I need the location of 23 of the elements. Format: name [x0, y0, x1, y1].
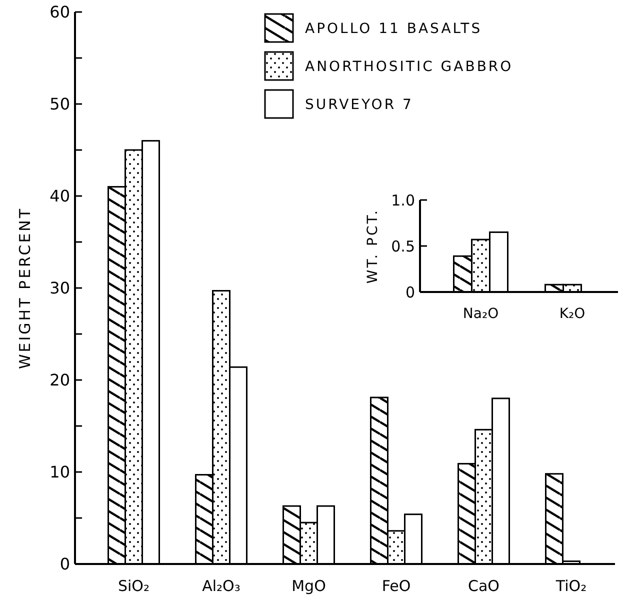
legend-label: APOLLO 11 BASALTS: [305, 20, 482, 37]
y-tick-label: 60: [50, 2, 70, 22]
legend-label: SURVEYOR 7: [305, 96, 414, 113]
y-axis-title: WT. PCT.: [365, 208, 381, 284]
x-tick-label: Al₂O₃: [202, 577, 240, 595]
x-tick-label: CaO: [468, 577, 500, 595]
y-tick-label: 0: [405, 283, 415, 302]
y-tick-label: 20: [50, 370, 70, 390]
x-tick-label: K₂O: [559, 306, 586, 322]
x-tick-label: Na₂O: [462, 306, 499, 322]
x-tick-label: FeO: [382, 577, 411, 595]
y-tick-label: 30: [50, 278, 70, 298]
y-tick-label: 1.0: [391, 191, 415, 210]
x-tick-label: SiO₂: [118, 577, 150, 595]
y-tick-label: 0.5: [391, 237, 415, 256]
x-tick-label: TiO₂: [554, 577, 587, 595]
y-tick-label: 50: [50, 94, 70, 114]
x-tick-label: MgO: [292, 577, 326, 595]
y-tick-label: 40: [50, 186, 70, 206]
y-axis-title: WEIGHT PERCENT: [16, 206, 34, 370]
legend-label: ANORTHOSITIC GABBRO: [305, 58, 514, 75]
y-tick-label: 10: [50, 462, 70, 482]
y-tick-label: 0: [60, 554, 70, 574]
